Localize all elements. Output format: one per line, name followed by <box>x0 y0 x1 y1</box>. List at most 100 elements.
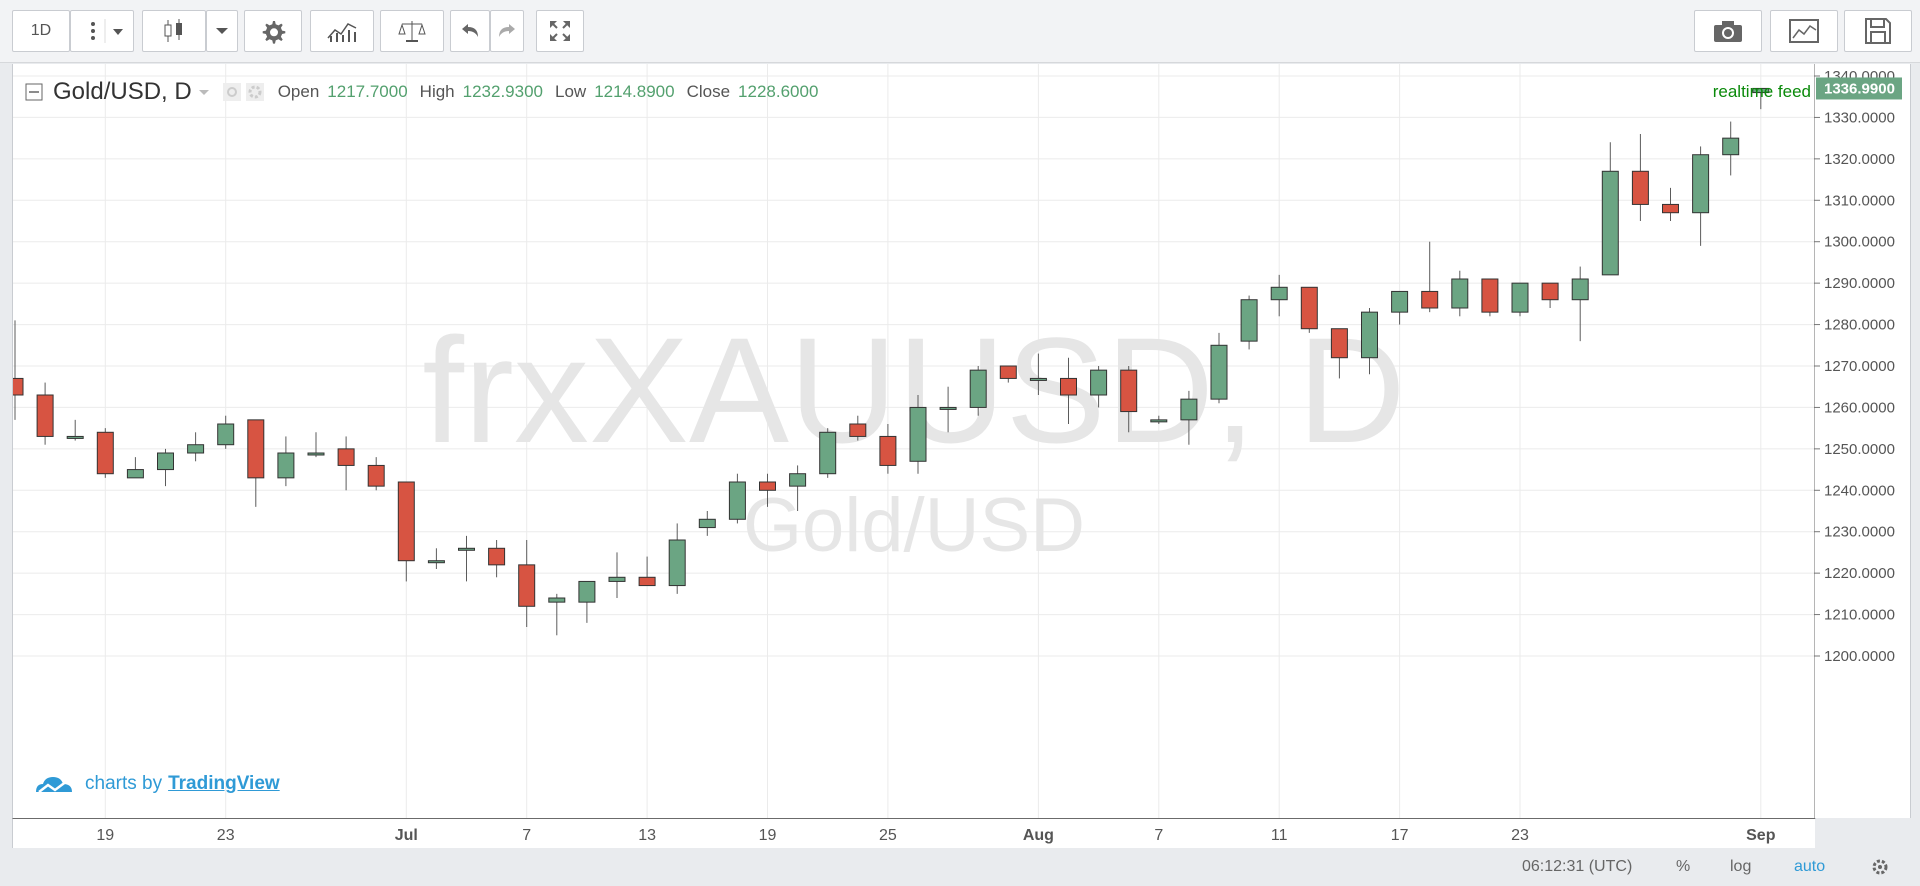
candle-body <box>126 469 144 479</box>
candle-body <box>548 597 566 603</box>
candle-body <box>1150 419 1168 423</box>
snapshot-button[interactable] <box>1694 10 1762 52</box>
axis-settings-gear-icon[interactable] <box>1870 857 1890 877</box>
candle-body <box>1601 170 1619 276</box>
candle <box>728 473 746 524</box>
candle-body <box>66 435 84 439</box>
high-label: High <box>419 82 455 101</box>
candle <box>367 457 385 491</box>
compare-chart-button[interactable] <box>1770 10 1838 52</box>
settings-button[interactable] <box>244 10 302 52</box>
close-label: Close <box>686 82 731 101</box>
indicators-icon <box>327 23 357 42</box>
candle-body <box>1361 311 1378 359</box>
log-scale-toggle[interactable]: log <box>1730 858 1752 875</box>
time-axis[interactable]: 19 23 Jul 7 13 19 25 Aug 7 11 17 23 Sep <box>12 818 1815 849</box>
undo-button[interactable] <box>450 10 490 52</box>
price-tick-label: 1200.0000 <box>1824 648 1895 665</box>
candle <box>1090 366 1108 408</box>
candle-body <box>518 564 536 607</box>
fullscreen-button[interactable] <box>536 10 584 52</box>
candle <box>548 593 566 636</box>
candle-body <box>1330 328 1348 359</box>
candle-body <box>638 576 656 587</box>
candle-body <box>427 560 445 564</box>
time-tick-label: Jul <box>395 827 418 844</box>
candle-body <box>397 481 415 562</box>
candle <box>759 473 776 507</box>
price-tick-label: 1210.0000 <box>1824 607 1895 624</box>
candle-body <box>1120 369 1138 413</box>
candle <box>1060 357 1077 424</box>
chart-pane[interactable]: frxXAUUSD, D Gold/USD Gold/USD, D Open 1… <box>12 64 1816 819</box>
interval-button[interactable]: 1D <box>12 10 70 52</box>
candle <box>999 365 1017 383</box>
candle <box>217 415 235 449</box>
candle <box>668 523 686 594</box>
candle <box>13 320 24 420</box>
candle <box>458 535 475 582</box>
price-tick-label: 1260.0000 <box>1824 399 1895 416</box>
candle <box>939 386 957 433</box>
price-axis[interactable]: 1340.0000 1330.0000 1320.0000 1310.0000 1300… <box>1814 64 1911 818</box>
symbol-title[interactable]: Gold/USD, D <box>53 78 192 105</box>
branding-prefix: charts by <box>85 773 163 794</box>
time-tick-label: 17 <box>1391 827 1409 844</box>
tradingview-branding[interactable]: charts by TradingView <box>33 772 280 796</box>
low-value: 1214.8900 <box>594 82 675 101</box>
candle-body <box>879 435 897 466</box>
candle-body <box>247 419 265 479</box>
auto-scale-toggle[interactable]: auto <box>1794 858 1826 875</box>
redo-button[interactable] <box>490 10 524 52</box>
candle <box>126 457 144 479</box>
camera-icon <box>1714 21 1742 42</box>
save-button[interactable] <box>1844 10 1912 52</box>
candle-body <box>789 473 807 487</box>
candle-body <box>939 406 957 410</box>
interval-dropdown-button[interactable] <box>70 10 134 52</box>
fullscreen-icon <box>550 21 570 41</box>
candle-body <box>217 423 235 446</box>
visibility-settings-icon[interactable] <box>222 82 266 102</box>
candle-body <box>13 377 24 396</box>
tradingview-link[interactable]: TradingView <box>168 773 280 794</box>
time-tick-label: 7 <box>522 827 531 844</box>
indicators-button[interactable] <box>310 10 374 52</box>
time-tick-label: 11 <box>1271 827 1288 844</box>
candle <box>488 540 506 578</box>
candle-body <box>999 365 1017 379</box>
chevron-down-icon[interactable] <box>198 86 210 98</box>
time-tick-label: 19 <box>759 827 777 844</box>
candle <box>337 436 355 491</box>
series-legend: Gold/USD, D Open 1217.7000 High 1232.930… <box>25 78 818 106</box>
percent-scale-toggle[interactable]: % <box>1676 858 1691 875</box>
candle <box>247 419 265 507</box>
save-icon <box>1865 18 1891 44</box>
candle <box>397 481 415 582</box>
scales-icon <box>398 21 426 42</box>
price-axis-scale: 1340.00001330.00001320.00001310.00001300… <box>1814 64 1902 818</box>
candle <box>66 419 84 441</box>
price-tick-label: 1300.0000 <box>1824 234 1895 251</box>
candle-body <box>1481 278 1499 313</box>
candle <box>1541 282 1559 308</box>
chart-style-dropdown-button[interactable] <box>206 10 238 52</box>
candle <box>1511 282 1529 317</box>
compare-button[interactable] <box>380 10 444 52</box>
time-axis-scale: 19 23 Jul 7 13 19 25 Aug 7 11 17 23 Sep <box>96 827 1775 844</box>
candle-body <box>969 369 987 408</box>
time-tick-label: 7 <box>1154 827 1163 844</box>
chart-style-button[interactable] <box>142 10 206 52</box>
candle-body <box>307 452 325 456</box>
candle <box>1631 134 1649 221</box>
candles-layer <box>13 87 1770 636</box>
candle-body <box>187 444 205 454</box>
collapse-legend-icon[interactable] <box>25 83 43 101</box>
candle-body <box>1571 278 1589 301</box>
open-label: Open <box>277 82 320 101</box>
candle <box>1421 241 1439 313</box>
undo-icon <box>462 24 478 37</box>
clock-readout: 06:12:31 (UTC) <box>1522 858 1633 875</box>
candle-body <box>1270 286 1288 301</box>
candle <box>698 511 716 536</box>
